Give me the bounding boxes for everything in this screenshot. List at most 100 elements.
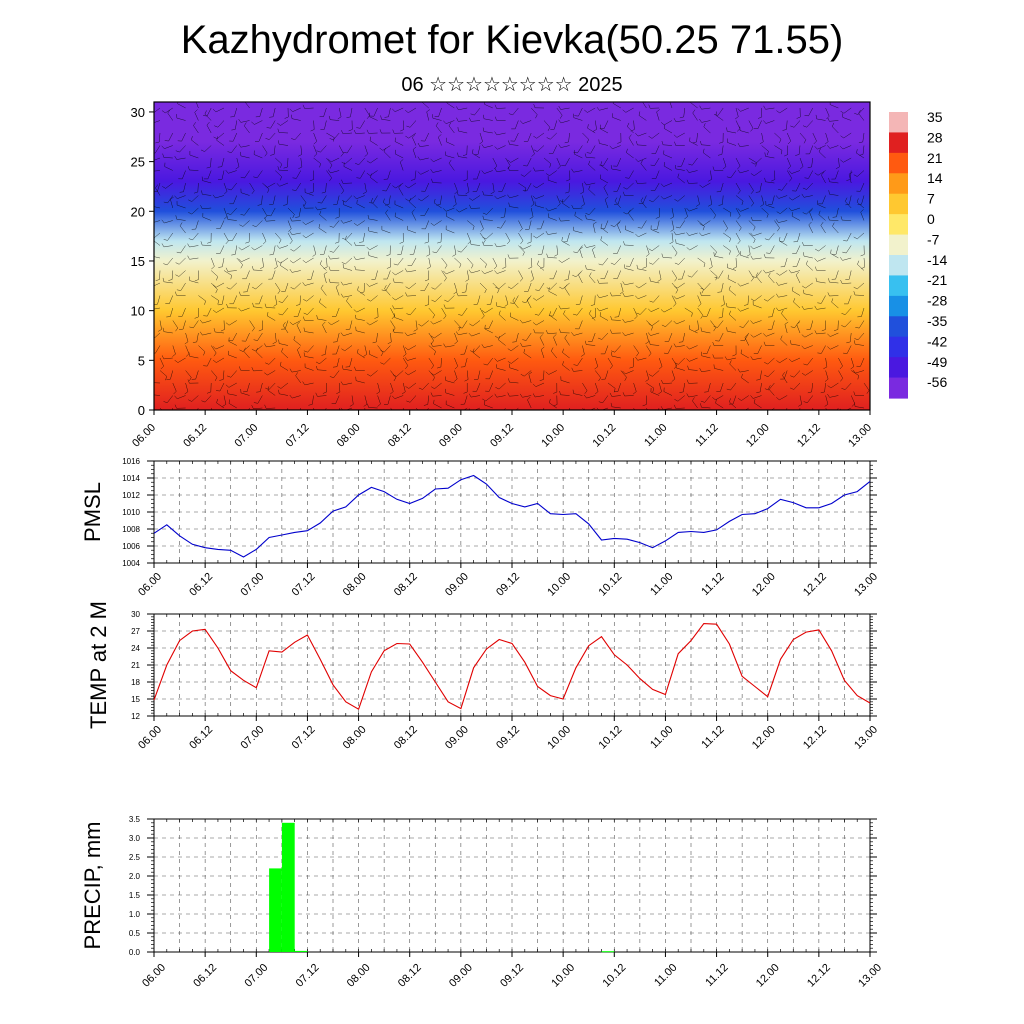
wind-barb (765, 270, 775, 274)
wind-barb (382, 145, 391, 151)
wind-barb-flag (669, 97, 672, 100)
wind-barb (185, 382, 189, 392)
wind-barb-flag (588, 310, 592, 314)
wind-barb-flag (674, 362, 679, 365)
wind-barb-flag (303, 352, 305, 357)
wind-barb-flag (827, 292, 830, 297)
wind-barb (266, 220, 276, 222)
wind-barb (300, 145, 303, 155)
wind-barb-flag (379, 129, 382, 134)
wind-barb (368, 230, 378, 234)
wind-barb-flag (726, 327, 728, 332)
wind-barb-flag (243, 122, 247, 126)
wind-barb-flag (495, 387, 500, 390)
wind-barb (701, 120, 711, 123)
wind-barb-flag (610, 329, 613, 334)
wind-barb-flag (238, 307, 242, 312)
wind-barb-flag (675, 289, 679, 294)
wind-barb (704, 282, 711, 290)
wind-barb (642, 102, 647, 109)
wind-barb-flag (649, 200, 653, 203)
wind-barb (154, 307, 161, 310)
wind-barb-flag (168, 279, 173, 281)
wind-barb (582, 382, 588, 391)
wind-barb-flag (829, 415, 831, 418)
wind-barb (780, 339, 788, 346)
wind-barb-flag (243, 347, 246, 352)
wind-barb-flag (750, 356, 754, 360)
wind-barb (324, 120, 327, 130)
wind-barb (829, 145, 839, 149)
wind-barb-flag (581, 204, 585, 207)
wind-barb (753, 232, 762, 237)
wind-barb-flag (303, 350, 308, 353)
wind-barb-flag (537, 253, 542, 255)
wind-barb-flag (504, 303, 509, 307)
wind-barb (817, 204, 826, 209)
wind-barb (268, 382, 276, 390)
wind-barb (689, 345, 698, 350)
wind-barb (195, 102, 199, 109)
wind-barb (335, 286, 340, 296)
wind-barb (272, 195, 276, 205)
wind-barb-flag (686, 247, 690, 251)
wind-barb (248, 407, 250, 410)
wind-barb-flag (207, 241, 212, 244)
wind-barb-flag (277, 140, 280, 145)
wind-barb (291, 232, 301, 235)
wind-barb-flag (596, 106, 600, 111)
wind-barb-flag (674, 277, 678, 282)
wind-barb (796, 324, 801, 334)
wind-barb-flag (789, 178, 792, 182)
wind-barb (326, 170, 332, 178)
wind-barb (806, 207, 813, 215)
wind-barb (434, 295, 442, 302)
wind-barb (851, 370, 859, 376)
wind-barb-flag (363, 403, 368, 407)
wind-barb (527, 282, 532, 292)
wind-barb-flag (393, 377, 397, 382)
wind-barb (740, 353, 749, 359)
wind-barb (808, 107, 814, 117)
wind-barb-flag (259, 266, 264, 270)
wind-barb (592, 224, 596, 234)
wind-barb-flag (628, 134, 632, 138)
wind-barb-flag (660, 183, 664, 187)
wind-barb (282, 307, 289, 316)
wind-barb (497, 195, 506, 200)
wind-barb (586, 395, 596, 399)
wind-barb-flag (692, 397, 695, 401)
x-tick-label: 12.00 (754, 962, 782, 990)
wind-barb-flag (714, 251, 717, 256)
wind-barb-flag (609, 292, 613, 297)
x-tick-label: 11.12 (703, 962, 730, 989)
wind-barb-flag (251, 367, 254, 371)
wind-barb (428, 357, 434, 366)
wind-barb-flag (379, 147, 383, 151)
wind-barb (548, 217, 557, 221)
wind-barb-flag (302, 221, 306, 225)
wind-barb (704, 395, 711, 403)
wind-barb-flag (175, 215, 177, 220)
wind-barb (165, 107, 173, 114)
wind-barb (356, 307, 365, 313)
wind-barb (270, 207, 276, 217)
wind-barb-flag (291, 138, 295, 141)
grid (154, 614, 870, 716)
wind-barb-flag (776, 293, 779, 298)
wind-barb (754, 170, 762, 176)
wind-barb (616, 157, 622, 167)
wind-barb (540, 220, 545, 229)
wind-barb-flag (212, 309, 217, 313)
wind-barb (845, 245, 852, 254)
wind-barb-flag (465, 191, 470, 195)
wind-barb (860, 182, 865, 192)
x-tick-label: 09.12 (498, 962, 526, 990)
wind-barb (355, 269, 365, 271)
wind-barb-flag (725, 302, 728, 307)
wind-barb (650, 229, 660, 234)
wind-barb-flag (856, 149, 858, 154)
wind-barb (428, 307, 435, 315)
wind-barb-flag (766, 252, 771, 254)
